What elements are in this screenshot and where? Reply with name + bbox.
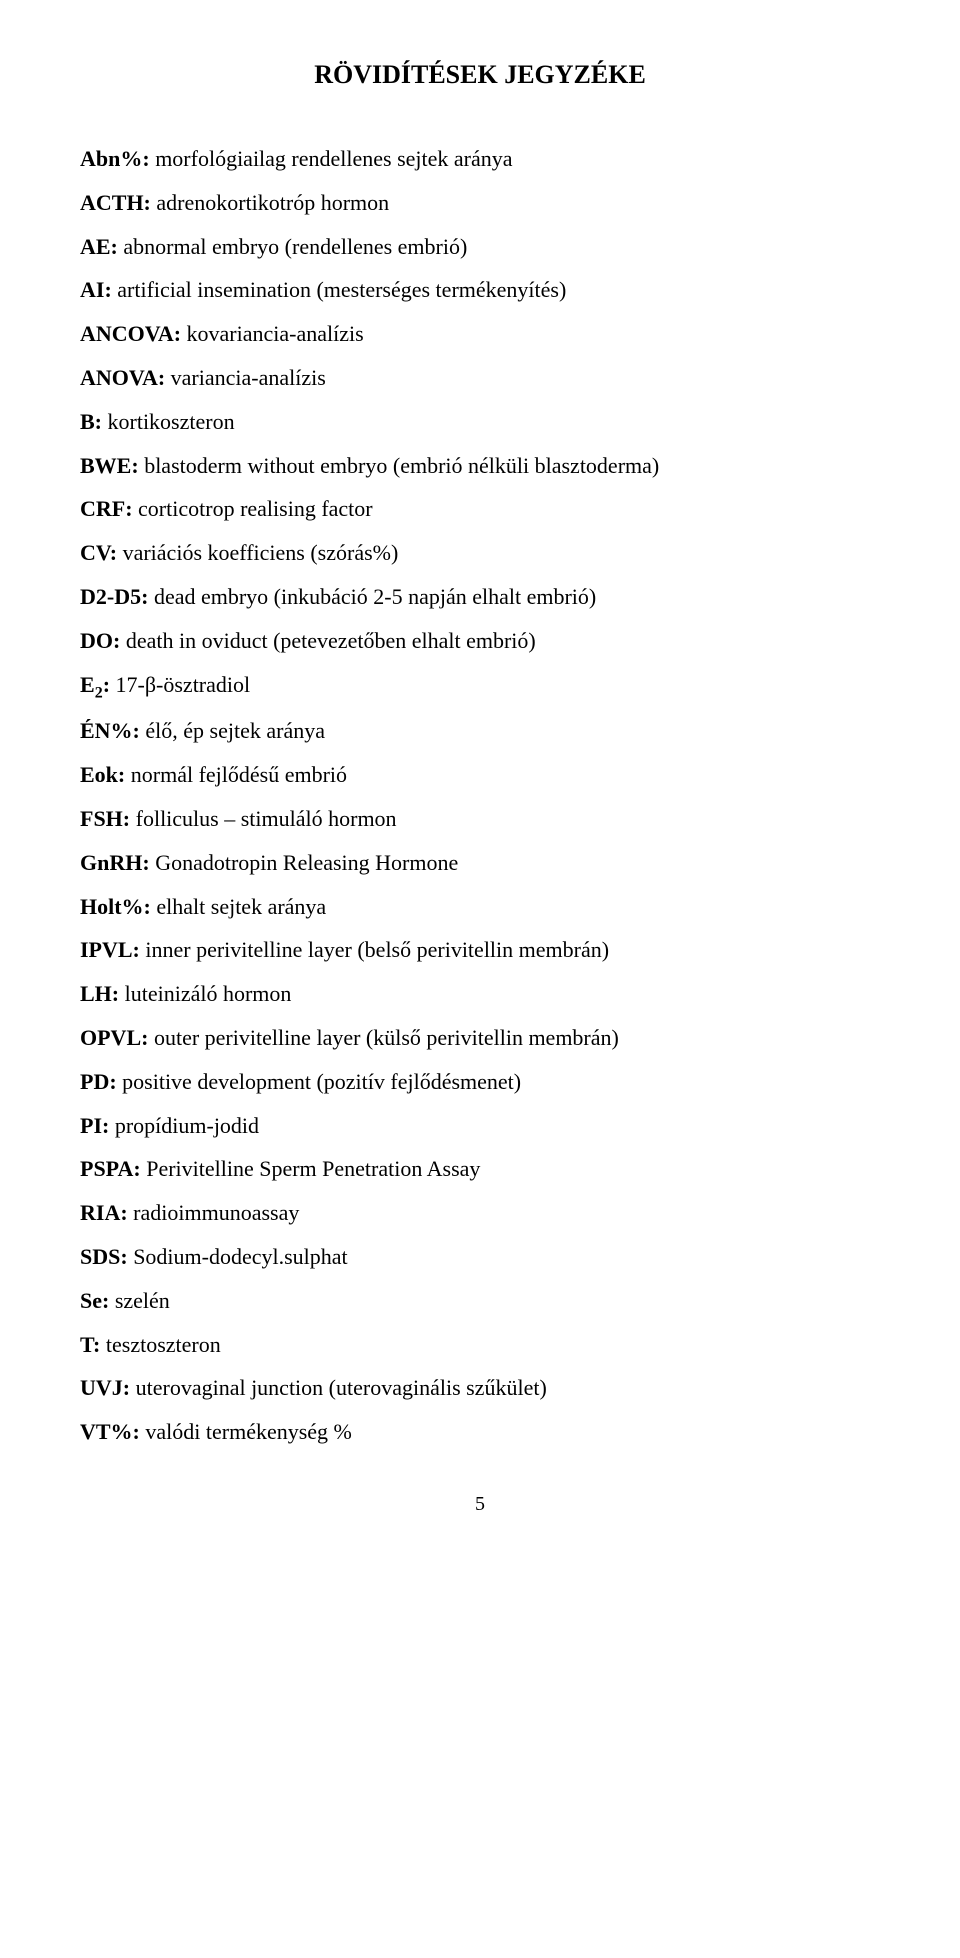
- abbreviation-term: PD:: [80, 1069, 117, 1094]
- abbreviation-term: AI:: [80, 277, 112, 302]
- abbreviation-definition: corticotrop realising factor: [133, 496, 373, 521]
- abbreviation-definition: positive development (pozitív fejlődésme…: [117, 1069, 521, 1094]
- abbreviation-list: Abn%: morfológiailag rendellenes sejtek …: [80, 138, 880, 1453]
- abbreviation-term: SDS:: [80, 1244, 128, 1269]
- abbreviation-term: CV:: [80, 540, 117, 565]
- abbreviation-entry: D2-D5: dead embryo (inkubáció 2-5 napján…: [80, 576, 880, 618]
- abbreviation-entry: Abn%: morfológiailag rendellenes sejtek …: [80, 138, 880, 180]
- abbreviation-definition: Gonadotropin Releasing Hormone: [150, 850, 459, 875]
- abbreviation-term: D2-D5:: [80, 584, 148, 609]
- abbreviation-term: VT%:: [80, 1419, 140, 1444]
- abbreviation-entry: ANCOVA: kovariancia-analízis: [80, 313, 880, 355]
- abbreviation-definition: szelén: [109, 1288, 169, 1313]
- abbreviation-term: B:: [80, 409, 102, 434]
- abbreviation-entry: Holt%: elhalt sejtek aránya: [80, 886, 880, 928]
- abbreviation-term: OPVL:: [80, 1025, 148, 1050]
- abbreviation-entry: VT%: valódi termékenység %: [80, 1411, 880, 1453]
- abbreviation-definition: élő, ép sejtek aránya: [140, 718, 325, 743]
- abbreviation-entry: CRF: corticotrop realising factor: [80, 488, 880, 530]
- abbreviation-entry: ACTH: adrenokortikotróp hormon: [80, 182, 880, 224]
- abbreviation-definition: abnormal embryo (rendellenes embrió): [118, 234, 467, 259]
- abbreviation-term: AE:: [80, 234, 118, 259]
- abbreviation-term: GnRH:: [80, 850, 150, 875]
- abbreviation-entry: UVJ: uterovaginal junction (uterovaginál…: [80, 1367, 880, 1409]
- abbreviation-entry: OPVL: outer perivitelline layer (külső p…: [80, 1017, 880, 1059]
- abbreviation-term: DO:: [80, 628, 120, 653]
- abbreviation-definition: tesztoszteron: [100, 1332, 220, 1357]
- page-title: RÖVIDÍTÉSEK JEGYZÉKE: [80, 60, 880, 90]
- abbreviation-entry: PI: propídium-jodid: [80, 1105, 880, 1147]
- abbreviation-definition: variancia-analízis: [165, 365, 326, 390]
- abbreviation-entry: IPVL: inner perivitelline layer (belső p…: [80, 929, 880, 971]
- abbreviation-entry: B: kortikoszteron: [80, 401, 880, 443]
- abbreviation-term: T:: [80, 1332, 100, 1357]
- abbreviation-entry: AI: artificial insemination (mesterséges…: [80, 269, 880, 311]
- abbreviation-entry: RIA: radioimmunoassay: [80, 1192, 880, 1234]
- abbreviation-definition: blastoderm without embryo (embrió nélkül…: [139, 453, 660, 478]
- abbreviation-definition: kovariancia-analízis: [181, 321, 364, 346]
- abbreviation-entry: ANOVA: variancia-analízis: [80, 357, 880, 399]
- abbreviation-term: Se:: [80, 1288, 109, 1313]
- abbreviation-entry: GnRH: Gonadotropin Releasing Hormone: [80, 842, 880, 884]
- abbreviation-term: ÉN%:: [80, 718, 140, 743]
- page-number: 5: [80, 1493, 880, 1516]
- abbreviation-definition: kortikoszteron: [102, 409, 235, 434]
- abbreviation-definition: luteinizáló hormon: [119, 981, 291, 1006]
- abbreviation-definition: outer perivitelline layer (külső perivit…: [148, 1025, 618, 1050]
- abbreviation-definition: Sodium-dodecyl.sulphat: [128, 1244, 348, 1269]
- abbreviation-term: RIA:: [80, 1200, 128, 1225]
- abbreviation-term: BWE:: [80, 453, 139, 478]
- abbreviation-term: UVJ:: [80, 1375, 130, 1400]
- abbreviation-entry: FSH: folliculus – stimuláló hormon: [80, 798, 880, 840]
- abbreviation-entry: PSPA: Perivitelline Sperm Penetration As…: [80, 1148, 880, 1190]
- abbreviation-definition: folliculus – stimuláló hormon: [130, 806, 396, 831]
- abbreviation-definition: valódi termékenység %: [140, 1419, 352, 1444]
- abbreviation-entry: ÉN%: élő, ép sejtek aránya: [80, 710, 880, 752]
- abbreviation-term: Holt%:: [80, 894, 151, 919]
- abbreviation-definition: radioimmunoassay: [128, 1200, 300, 1225]
- abbreviation-definition: propídium-jodid: [109, 1113, 259, 1138]
- abbreviation-entry: LH: luteinizáló hormon: [80, 973, 880, 1015]
- abbreviation-definition: elhalt sejtek aránya: [151, 894, 326, 919]
- abbreviation-term: E: [80, 672, 95, 697]
- abbreviation-definition: morfológiailag rendellenes sejtek aránya: [150, 146, 513, 171]
- abbreviation-definition: adrenokortikotróp hormon: [151, 190, 389, 215]
- abbreviation-entry: AE: abnormal embryo (rendellenes embrió): [80, 226, 880, 268]
- abbreviation-definition: variációs koefficiens (szórás%): [117, 540, 398, 565]
- abbreviation-definition: Perivitelline Sperm Penetration Assay: [141, 1156, 481, 1181]
- abbreviation-entry: DO: death in oviduct (petevezetőben elha…: [80, 620, 880, 662]
- abbreviation-term: ANCOVA:: [80, 321, 181, 346]
- abbreviation-term: PSPA:: [80, 1156, 141, 1181]
- abbreviation-definition: artificial insemination (mesterséges ter…: [112, 277, 567, 302]
- abbreviation-term: Abn%:: [80, 146, 150, 171]
- abbreviation-term: FSH:: [80, 806, 130, 831]
- abbreviation-entry: E2: 17-β-ösztradiol: [80, 664, 880, 709]
- abbreviation-term: ACTH:: [80, 190, 151, 215]
- abbreviation-term: PI:: [80, 1113, 109, 1138]
- abbreviation-definition: normál fejlődésű embrió: [125, 762, 347, 787]
- abbreviation-term: ANOVA:: [80, 365, 165, 390]
- abbreviation-subscript: 2: [95, 684, 103, 701]
- abbreviation-definition: uterovaginal junction (uterovaginális sz…: [130, 1375, 547, 1400]
- abbreviation-term-suffix: :: [103, 672, 110, 697]
- abbreviation-entry: CV: variációs koefficiens (szórás%): [80, 532, 880, 574]
- abbreviation-entry: SDS: Sodium-dodecyl.sulphat: [80, 1236, 880, 1278]
- abbreviation-entry: Se: szelén: [80, 1280, 880, 1322]
- abbreviation-entry: BWE: blastoderm without embryo (embrió n…: [80, 445, 880, 487]
- abbreviation-term: CRF:: [80, 496, 133, 521]
- abbreviation-entry: Eok: normál fejlődésű embrió: [80, 754, 880, 796]
- abbreviation-term: IPVL:: [80, 937, 140, 962]
- abbreviation-term: Eok:: [80, 762, 125, 787]
- abbreviation-definition: dead embryo (inkubáció 2-5 napján elhalt…: [148, 584, 596, 609]
- abbreviation-definition: inner perivitelline layer (belső perivit…: [140, 937, 609, 962]
- abbreviation-entry: PD: positive development (pozitív fejlőd…: [80, 1061, 880, 1103]
- abbreviation-term: LH:: [80, 981, 119, 1006]
- abbreviation-definition: death in oviduct (petevezetőben elhalt e…: [120, 628, 535, 653]
- abbreviation-definition: 17-β-ösztradiol: [110, 672, 250, 697]
- abbreviation-entry: T: tesztoszteron: [80, 1324, 880, 1366]
